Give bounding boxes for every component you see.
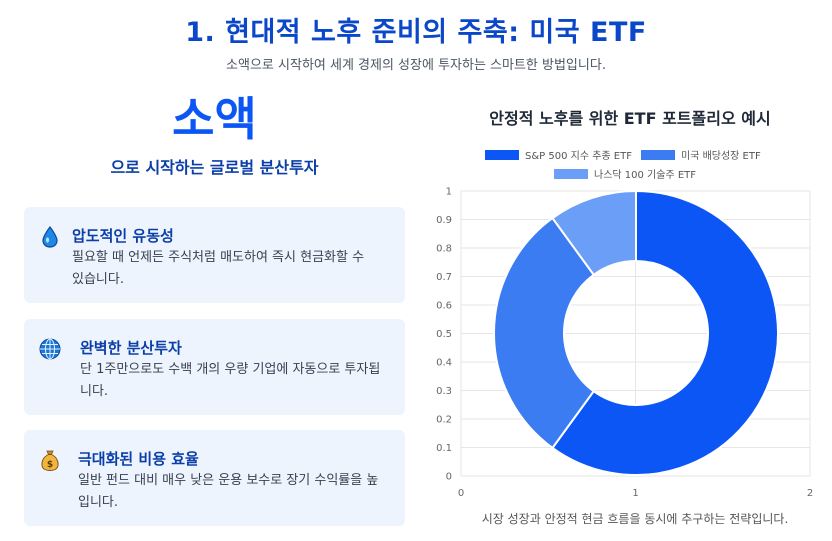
x-tick-label: 2 (807, 488, 813, 499)
legend-swatch (485, 150, 519, 160)
chart-caption: 시장 성장과 안정적 현금 흐름을 동시에 추구하는 전략입니다. (481, 512, 789, 526)
x-tick-label: 0 (458, 488, 464, 499)
y-tick-label: 0 (446, 472, 452, 483)
y-tick-label: 0.3 (436, 386, 452, 397)
page-subtitle: 소액으로 시작하여 세계 경제의 성장에 투자하는 스마트한 방법입니다. (226, 58, 606, 73)
svg-text:$: $ (47, 460, 53, 470)
card-description: 필요할 때 언제든 주식처럼 매도하여 즉시 현금화할 수 있습니다. (72, 250, 365, 287)
doughnut-slice (551, 189, 779, 476)
y-tick-label: 0.6 (436, 301, 452, 312)
legend-label: S&P 500 지수 추종 ETF (525, 150, 632, 162)
legend-label: 미국 배당성장 ETF (681, 150, 761, 162)
legend-label: 나스닥 100 기술주 ETF (594, 169, 696, 181)
y-tick-label: 0.8 (436, 244, 452, 255)
card-description: 일반 펀드 대비 매우 낮은 운용 보수로 장기 수익률을 높입니다. (78, 473, 379, 510)
card-title: 압도적인 유동성 (72, 227, 174, 245)
y-tick-label: 0.7 (436, 272, 452, 283)
card-title: 극대화된 비용 효율 (78, 450, 199, 468)
y-tick-label: 0.9 (436, 215, 452, 226)
legend-swatch (554, 169, 588, 179)
x-tick-label: 1 (632, 488, 638, 499)
y-tick-label: 0.1 (436, 443, 452, 454)
chart-title: 안정적 노후를 위한 ETF 포트폴리오 예시 (489, 109, 771, 128)
doughnut-slice (493, 216, 596, 450)
page-title: 1. 현대적 노후 준비의 주축: 미국 ETF (185, 17, 647, 48)
feature-card-cost-efficiency: $ 극대화된 비용 효율 일반 펀드 대비 매우 낮은 운용 보수로 장기 수익… (24, 430, 405, 526)
hero-big-word: 소액 (172, 92, 257, 146)
hero-subheading: 으로 시작하는 글로벌 분산투자 (110, 158, 319, 177)
y-tick-label: 1 (446, 187, 452, 198)
y-tick-label: 0.4 (436, 358, 452, 369)
feature-card-liquidity: 압도적인 유동성 필요할 때 언제든 주식처럼 매도하여 즉시 현금화할 수 있… (24, 207, 405, 303)
legend-swatch (641, 150, 675, 160)
doughnut-slice (551, 189, 637, 277)
card-title: 완벽한 분산투자 (80, 339, 182, 357)
money-bag-icon: $ (38, 448, 62, 472)
y-tick-label: 0.2 (436, 415, 452, 426)
water-drop-icon (38, 225, 62, 249)
globe-icon (38, 337, 62, 361)
y-tick-label: 0.5 (436, 329, 452, 340)
feature-card-diversification: 완벽한 분산투자 단 1주만으로도 수백 개의 우량 기업에 자동으로 투자됩니… (24, 319, 405, 415)
card-description: 단 1주만으로도 수백 개의 우량 기업에 자동으로 투자됩니다. (80, 362, 381, 399)
